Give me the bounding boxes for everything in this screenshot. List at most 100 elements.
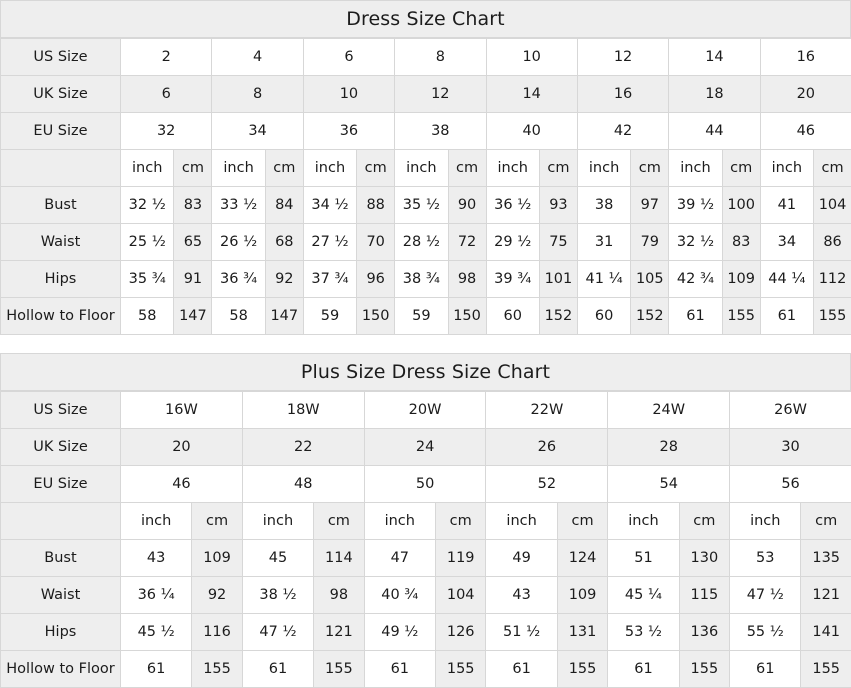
measurement-cell: 104 <box>814 187 851 224</box>
measurement-cell: 155 <box>814 298 851 335</box>
measurement-cell: 104 <box>435 577 486 614</box>
size-cell: 4 <box>212 39 303 76</box>
measurement-cell: 42 ¾ <box>669 261 722 298</box>
chart-title: Plus Size Dress Size Chart <box>1 354 851 391</box>
measurement-cell: 100 <box>722 187 760 224</box>
size-cell: 24W <box>608 392 730 429</box>
unit-header-inch: inch <box>364 503 435 540</box>
size-cell: 16 <box>760 39 851 76</box>
measurement-cell: 55 ½ <box>730 614 801 651</box>
measurement-cell: 109 <box>192 540 243 577</box>
size-cell: 46 <box>121 466 243 503</box>
measurement-cell: 31 <box>577 224 630 261</box>
measurement-cell: 68 <box>265 224 303 261</box>
measurement-cell: 51 <box>608 540 679 577</box>
unit-header-cm: cm <box>448 150 486 187</box>
unit-header-inch: inch <box>212 150 265 187</box>
row-label: UK Size <box>1 429 121 466</box>
chart-title-row: Dress Size Chart <box>1 1 851 38</box>
size-cell: 20W <box>364 392 486 429</box>
unit-header-cm: cm <box>174 150 212 187</box>
unit-header-cm: cm <box>314 503 365 540</box>
measurement-cell: 155 <box>722 298 760 335</box>
measurement-cell: 60 <box>486 298 539 335</box>
unit-header-inch: inch <box>577 150 630 187</box>
row-label: US Size <box>1 39 121 76</box>
size-cell: 6 <box>121 76 212 113</box>
size-cell: 12 <box>577 39 668 76</box>
unit-header-cm: cm <box>814 150 851 187</box>
measurement-cell: 40 ¾ <box>364 577 435 614</box>
unit-header-inch: inch <box>486 503 557 540</box>
plus-size-chart-table: Plus Size Dress Size Chart <box>0 353 851 391</box>
measurement-cell: 47 ½ <box>730 577 801 614</box>
measurement-cell: 112 <box>814 261 851 298</box>
measurement-cell: 45 <box>242 540 313 577</box>
chart-title: Dress Size Chart <box>1 1 851 38</box>
size-cell: 10 <box>303 76 394 113</box>
measurement-cell: 136 <box>679 614 730 651</box>
dress-size-chart-body: Dress Size Chart <box>1 1 851 38</box>
measurement-cell: 105 <box>631 261 669 298</box>
measurement-cell: 58 <box>212 298 265 335</box>
measurement-cell: 88 <box>357 187 395 224</box>
measurement-cell: 147 <box>265 298 303 335</box>
measurement-cell: 25 ½ <box>121 224 174 261</box>
row-label: Hips <box>1 261 121 298</box>
measurement-cell: 97 <box>631 187 669 224</box>
unit-header-inch: inch <box>486 150 539 187</box>
measurement-cell: 109 <box>722 261 760 298</box>
measurement-cell: 43 <box>486 577 557 614</box>
measurement-cell: 38 ½ <box>242 577 313 614</box>
measurement-cell: 41 <box>760 187 813 224</box>
measurement-cell: 38 <box>577 187 630 224</box>
measurement-cell: 92 <box>192 577 243 614</box>
size-cell: 22 <box>242 429 364 466</box>
unit-header-inch: inch <box>121 150 174 187</box>
unit-header-cm: cm <box>357 150 395 187</box>
size-cell: 10 <box>486 39 577 76</box>
measurement-cell: 90 <box>448 187 486 224</box>
size-cell: 50 <box>364 466 486 503</box>
measurement-cell: 53 <box>730 540 801 577</box>
measurement-cell: 45 ¼ <box>608 577 679 614</box>
size-cell: 22W <box>486 392 608 429</box>
unit-row-label <box>1 150 121 187</box>
measurement-cell: 39 ½ <box>669 187 722 224</box>
measurement-cell: 39 ¾ <box>486 261 539 298</box>
measurement-cell: 98 <box>314 577 365 614</box>
measurement-cell: 101 <box>539 261 577 298</box>
measurement-cell: 72 <box>448 224 486 261</box>
unit-header-inch: inch <box>303 150 356 187</box>
measurement-cell: 61 <box>760 298 813 335</box>
measurement-cell: 75 <box>539 224 577 261</box>
measurement-cell: 33 ½ <box>212 187 265 224</box>
size-cell: 48 <box>242 466 364 503</box>
row-label: EU Size <box>1 113 121 150</box>
row-label: Waist <box>1 224 121 261</box>
unit-header-inch: inch <box>242 503 313 540</box>
measurement-cell: 93 <box>539 187 577 224</box>
unit-header-cm: cm <box>801 503 851 540</box>
size-cell: 54 <box>608 466 730 503</box>
measurement-cell: 150 <box>448 298 486 335</box>
measurement-cell: 131 <box>557 614 608 651</box>
size-cell: 46 <box>760 113 851 150</box>
measurement-cell: 34 ½ <box>303 187 356 224</box>
measurement-cell: 34 <box>760 224 813 261</box>
measurement-cell: 45 ½ <box>121 614 192 651</box>
measurement-cell: 70 <box>357 224 395 261</box>
plus-size-chart-body: Plus Size Dress Size Chart <box>1 354 851 391</box>
size-cell: 16W <box>121 392 243 429</box>
row-label: Hollow to Floor <box>1 298 121 335</box>
measurement-cell: 43 <box>121 540 192 577</box>
